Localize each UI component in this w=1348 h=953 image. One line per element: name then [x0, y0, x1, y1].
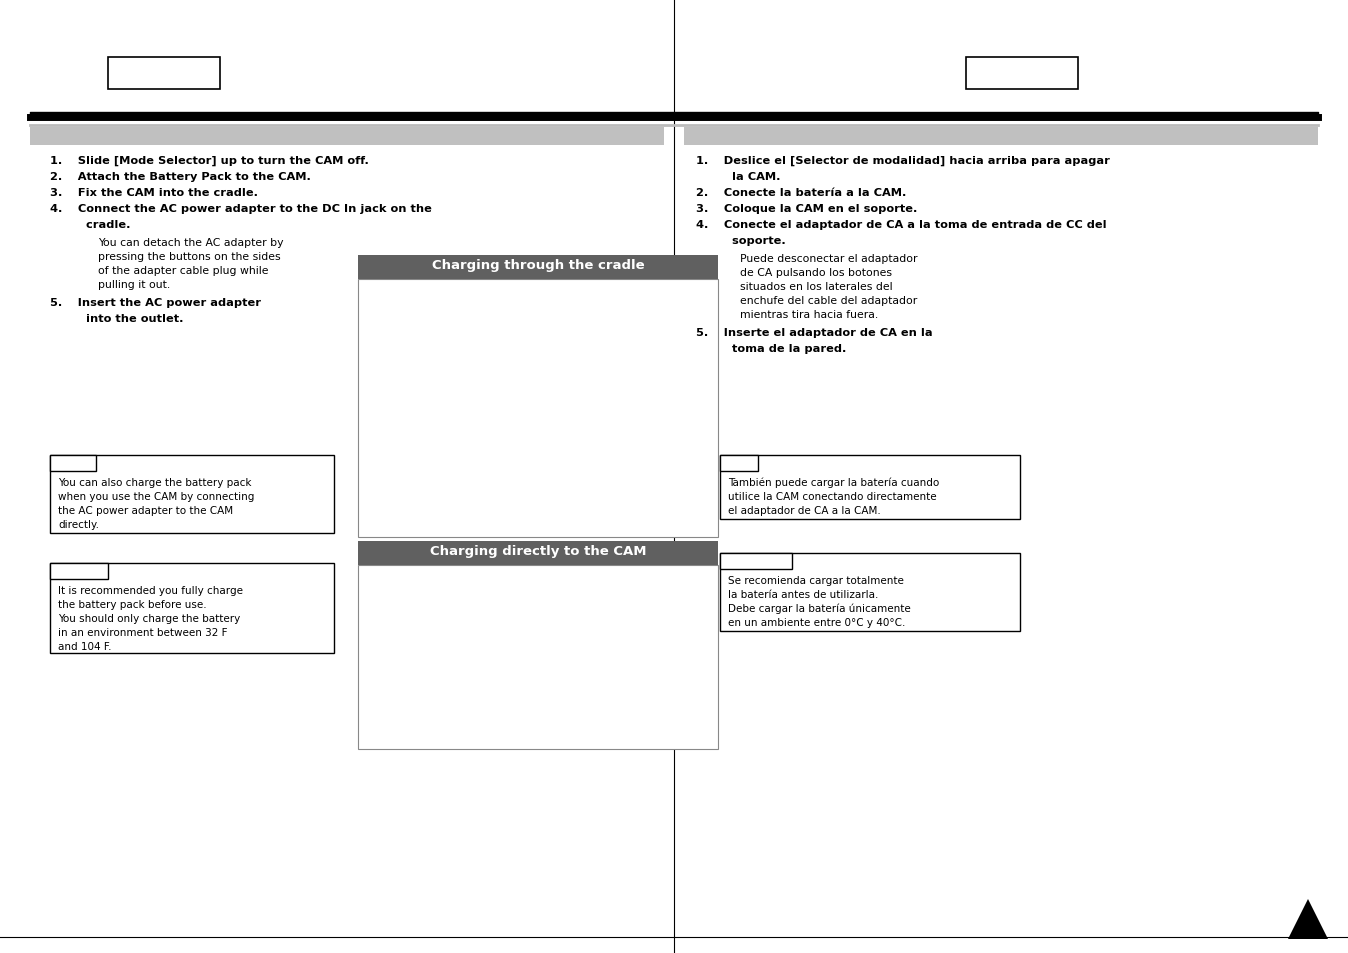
Text: enchufe del cable del adaptador: enchufe del cable del adaptador	[740, 295, 917, 306]
Text: 1.   Slide [Mode Selector] up to turn the CAM off.: 1. Slide [Mode Selector] up to turn the …	[50, 156, 369, 166]
Text: cradle.: cradle.	[50, 220, 131, 230]
Text: toma de la pared.: toma de la pared.	[696, 344, 847, 354]
Bar	[50, 563, 108, 579]
Bar	[967, 58, 1078, 90]
Text: when you use the CAM by connecting: when you use the CAM by connecting	[58, 492, 255, 501]
Text: mientras tira hacia fuera.: mientras tira hacia fuera.	[740, 310, 879, 319]
Text: pressing the buttons on the sides: pressing the buttons on the sides	[98, 252, 280, 262]
Bar	[720, 554, 1020, 631]
Text: Warning: Warning	[54, 564, 104, 575]
Text: You should only charge the battery: You should only charge the battery	[58, 614, 240, 623]
Text: de CA pulsando los botones: de CA pulsando los botones	[740, 268, 892, 277]
Text: the battery pack before use.: the battery pack before use.	[58, 599, 206, 609]
Bar	[50, 563, 334, 654]
Bar	[683, 128, 1318, 146]
Text: 3.   Fix the CAM into the cradle.: 3. Fix the CAM into the cradle.	[50, 188, 257, 198]
Text: Debe cargar la batería únicamente: Debe cargar la batería únicamente	[728, 603, 911, 614]
Text: You can detach the AC adapter by: You can detach the AC adapter by	[98, 237, 283, 248]
Text: You can also charge the battery pack: You can also charge the battery pack	[58, 477, 252, 488]
Text: el adaptador de CA a la CAM.: el adaptador de CA a la CAM.	[728, 505, 880, 516]
Text: la batería antes de utilizarla.: la batería antes de utilizarla.	[728, 589, 879, 599]
Text: 3.   Coloque la CAM en el soporte.: 3. Coloque la CAM en el soporte.	[696, 204, 918, 213]
Bar	[50, 456, 96, 472]
Text: of the adapter cable plug while: of the adapter cable plug while	[98, 266, 268, 275]
Text: Se recomienda cargar totalmente: Se recomienda cargar totalmente	[728, 576, 905, 585]
Text: Advertencia: Advertencia	[720, 555, 791, 564]
Bar	[359, 541, 718, 565]
Text: the AC power adapter to the CAM: the AC power adapter to the CAM	[58, 505, 233, 516]
Polygon shape	[1287, 899, 1328, 939]
Text: pulling it out.: pulling it out.	[98, 280, 170, 290]
Bar	[50, 456, 334, 534]
Bar	[108, 58, 220, 90]
Text: 4.   Conecte el adaptador de CA a la toma de entrada de CC del: 4. Conecte el adaptador de CA a la toma …	[696, 220, 1107, 230]
Bar	[30, 128, 665, 146]
Bar	[359, 280, 718, 537]
Bar	[720, 554, 793, 569]
Text: en un ambiente entre 0°C y 40°C.: en un ambiente entre 0°C y 40°C.	[728, 618, 906, 627]
Text: directly.: directly.	[58, 519, 98, 530]
Text: la CAM.: la CAM.	[696, 172, 780, 182]
Bar	[359, 565, 718, 749]
Bar	[359, 255, 718, 280]
Text: 2.   Attach the Battery Pack to the CAM.: 2. Attach the Battery Pack to the CAM.	[50, 172, 311, 182]
Text: Puede desconectar el adaptador: Puede desconectar el adaptador	[740, 253, 918, 264]
Text: 4.   Connect the AC power adapter to the DC In jack on the: 4. Connect the AC power adapter to the D…	[50, 204, 431, 213]
Text: Charging directly to the CAM: Charging directly to the CAM	[430, 544, 646, 558]
Text: Nota: Nota	[725, 456, 754, 467]
Text: Note: Note	[59, 456, 88, 467]
Text: It is recommended you fully charge: It is recommended you fully charge	[58, 585, 243, 596]
Text: 2.   Conecte la batería a la CAM.: 2. Conecte la batería a la CAM.	[696, 188, 906, 198]
Text: Charging through the cradle: Charging through the cradle	[431, 258, 644, 272]
Text: 5.   Insert the AC power adapter: 5. Insert the AC power adapter	[50, 297, 262, 308]
Text: into the outlet.: into the outlet.	[50, 314, 183, 324]
Text: 1.   Deslice el [Selector de modalidad] hacia arriba para apagar: 1. Deslice el [Selector de modalidad] ha…	[696, 156, 1109, 166]
Text: También puede cargar la batería cuando: También puede cargar la batería cuando	[728, 477, 940, 488]
Text: soporte.: soporte.	[696, 235, 786, 246]
Text: 5.   Inserte el adaptador de CA en la: 5. Inserte el adaptador de CA en la	[696, 328, 933, 337]
Bar	[720, 456, 1020, 519]
Text: situados en los laterales del: situados en los laterales del	[740, 282, 892, 292]
Text: and 104 F.: and 104 F.	[58, 641, 112, 651]
Text: utilice la CAM conectando directamente: utilice la CAM conectando directamente	[728, 492, 937, 501]
Text: in an environment between 32 F: in an environment between 32 F	[58, 627, 228, 638]
Bar	[720, 456, 758, 472]
